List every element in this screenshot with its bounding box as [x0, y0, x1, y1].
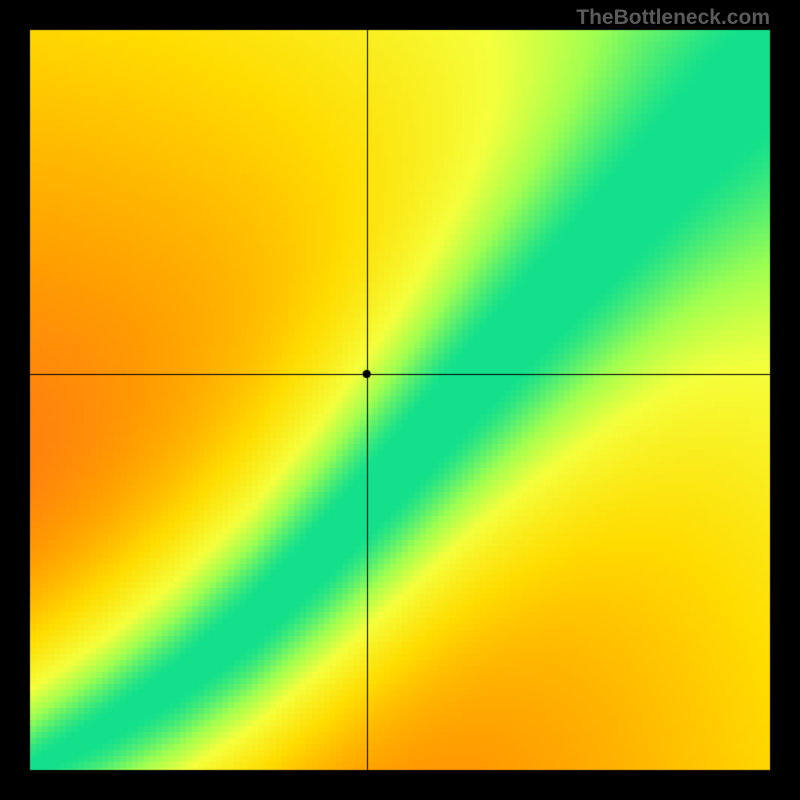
chart-container: { "watermark": { "text": "TheBottleneck.…: [0, 0, 800, 800]
bottleneck-heatmap: [0, 0, 800, 800]
watermark-text: TheBottleneck.com: [576, 6, 770, 30]
